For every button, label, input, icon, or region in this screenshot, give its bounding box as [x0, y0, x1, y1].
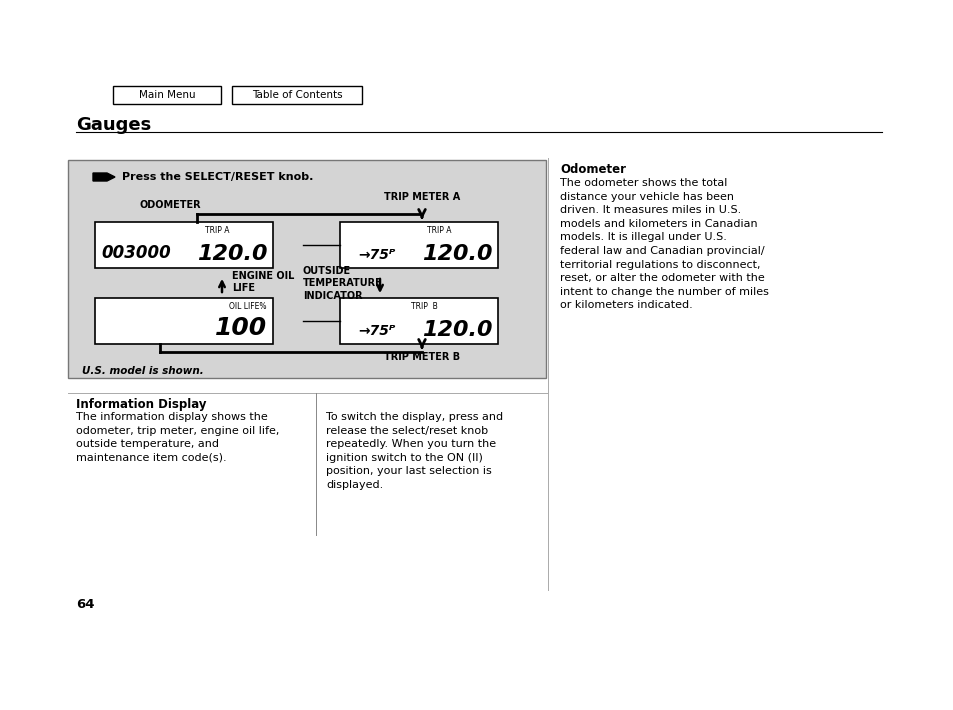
Text: ENGINE OIL
LIFE: ENGINE OIL LIFE [232, 271, 294, 293]
Text: Press the SELECT/RESET knob.: Press the SELECT/RESET knob. [122, 172, 313, 182]
Text: Odometer: Odometer [559, 163, 625, 176]
FancyBboxPatch shape [232, 86, 361, 104]
FancyBboxPatch shape [339, 298, 497, 344]
FancyBboxPatch shape [339, 222, 497, 268]
Text: →75ᴾ: →75ᴾ [357, 248, 395, 262]
FancyArrow shape [92, 173, 115, 181]
FancyBboxPatch shape [95, 222, 273, 268]
Text: ODOMETER: ODOMETER [140, 200, 201, 210]
Text: OUTSIDE
TEMPERATURE
INDICATOR: OUTSIDE TEMPERATURE INDICATOR [303, 266, 382, 301]
Text: Main Menu: Main Menu [138, 90, 195, 100]
Text: TRIP  B: TRIP B [411, 302, 437, 311]
Text: TRIP A: TRIP A [426, 226, 451, 235]
Text: 003000: 003000 [101, 244, 171, 262]
Text: Information Display: Information Display [76, 398, 206, 411]
Text: 120.0: 120.0 [422, 244, 493, 264]
FancyBboxPatch shape [68, 160, 545, 378]
Text: Gauges: Gauges [76, 116, 152, 134]
Text: 120.0: 120.0 [422, 320, 493, 340]
Text: TRIP METER B: TRIP METER B [383, 352, 459, 362]
Text: →75ᴾ: →75ᴾ [357, 324, 395, 338]
Text: OIL LIFE%: OIL LIFE% [230, 302, 267, 311]
FancyBboxPatch shape [112, 86, 221, 104]
Text: TRIP METER A: TRIP METER A [383, 192, 459, 202]
Text: 120.0: 120.0 [197, 244, 268, 264]
Text: To switch the display, press and
release the select/reset knob
repeatedly. When : To switch the display, press and release… [326, 412, 502, 490]
Text: The information display shows the
odometer, trip meter, engine oil life,
outside: The information display shows the odomet… [76, 412, 279, 463]
Text: TRIP A: TRIP A [205, 226, 230, 235]
FancyBboxPatch shape [95, 298, 273, 344]
Text: Table of Contents: Table of Contents [252, 90, 342, 100]
Text: 64: 64 [76, 598, 94, 611]
Text: The odometer shows the total
distance your vehicle has been
driven. It measures : The odometer shows the total distance yo… [559, 178, 768, 310]
Text: U.S. model is shown.: U.S. model is shown. [82, 366, 204, 376]
Text: 100: 100 [214, 316, 267, 340]
